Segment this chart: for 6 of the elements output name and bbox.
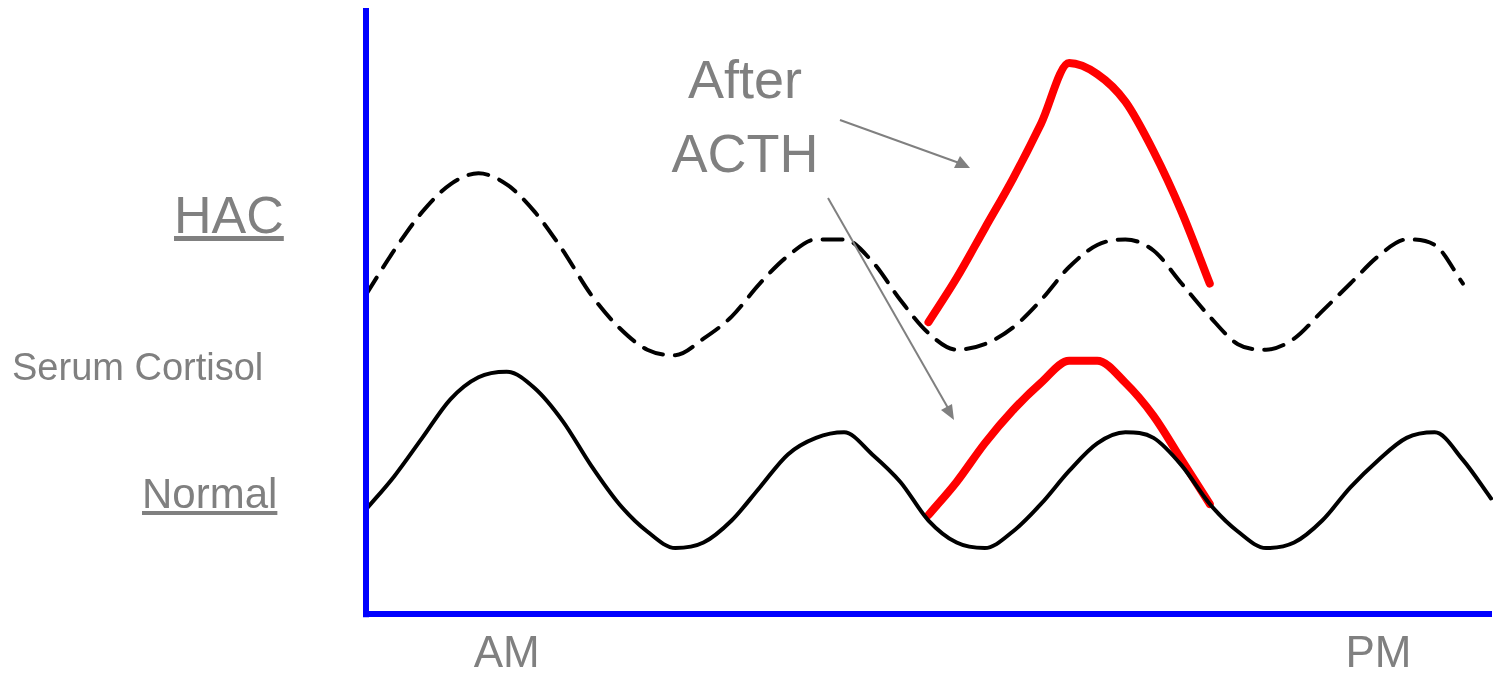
series-label: HAC [174, 185, 284, 245]
x-tick-label: AM [473, 626, 540, 676]
annotation: After ACTH [670, 48, 820, 185]
x-tick-label: PM [1345, 626, 1412, 676]
y-axis-title: Serum Cortisol [12, 346, 264, 389]
text: Normal [142, 470, 278, 518]
